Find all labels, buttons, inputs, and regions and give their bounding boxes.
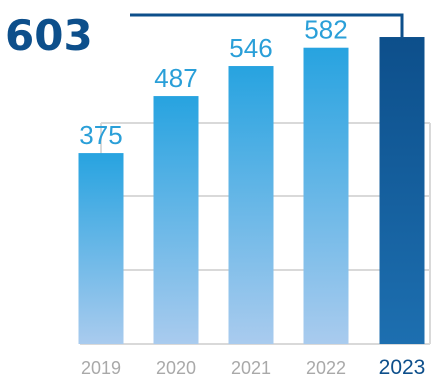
bar-2023 [379, 37, 425, 344]
bars [78, 37, 425, 344]
x-tick-2023: 2023 [379, 356, 426, 379]
callout-connector [130, 13, 404, 38]
value-label-2023: 603 [5, 11, 93, 60]
value-label-2021: 546 [229, 33, 272, 63]
bar-2019 [78, 153, 124, 344]
x-tick-2020: 2020 [156, 358, 196, 378]
x-tick-2021: 2021 [231, 358, 271, 378]
value-labels: 375 487 546 582 [79, 15, 347, 150]
value-label-2019: 375 [79, 120, 122, 150]
highlight-callout: 603 [5, 11, 404, 60]
value-label-2022: 582 [304, 15, 347, 45]
x-tick-labels: 2019 2020 2021 2022 2023 [81, 356, 425, 379]
bar-2021 [228, 66, 274, 344]
bar-2020 [153, 96, 199, 344]
bar-2022 [303, 47, 349, 344]
x-tick-2022: 2022 [306, 358, 346, 378]
x-tick-2019: 2019 [81, 358, 121, 378]
value-label-2020: 487 [154, 63, 197, 93]
